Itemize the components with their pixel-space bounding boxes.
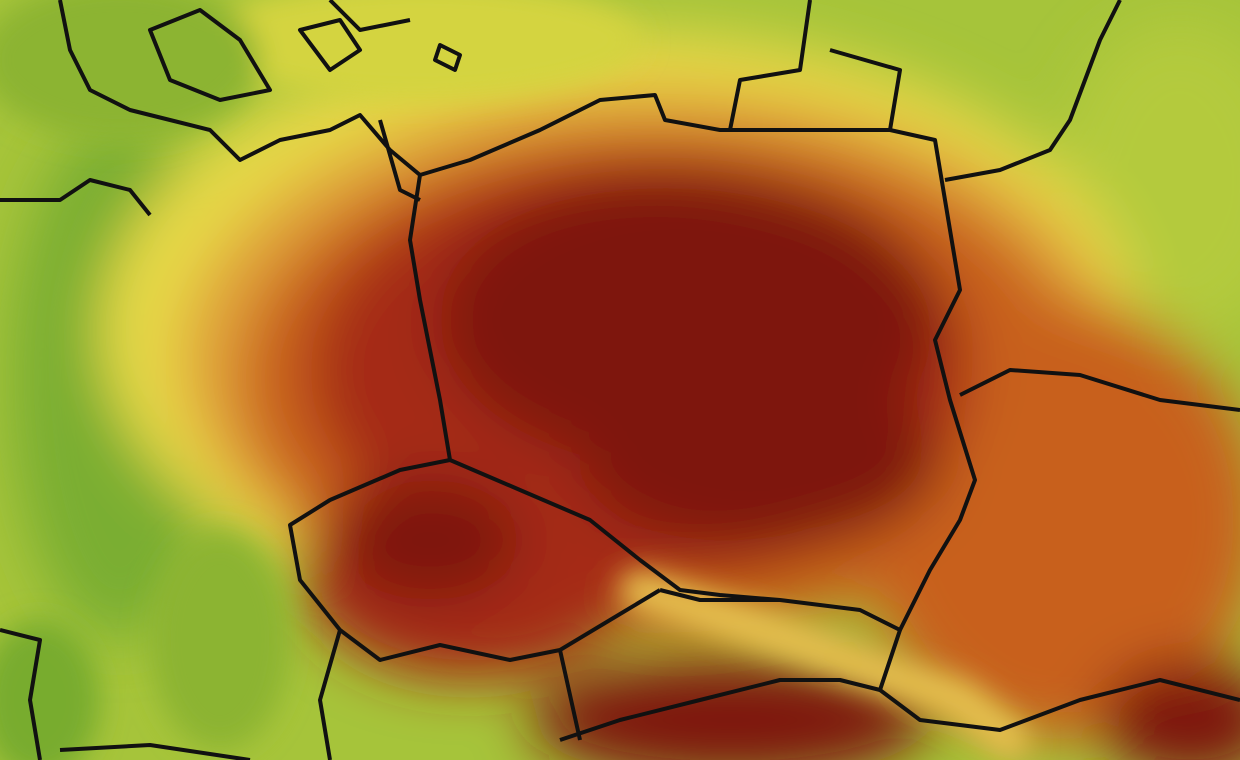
denmark-coast — [148, 0, 462, 102]
heat-layer — [10, 20, 1240, 760]
western-border — [0, 178, 152, 760]
czech-border — [288, 458, 662, 662]
baltic-borders — [728, 0, 1122, 182]
germany-coast — [58, 0, 422, 202]
cool-streaks — [0, 0, 1030, 760]
poland-border — [408, 93, 977, 632]
ukraine-border — [878, 368, 1240, 732]
southern-border — [59, 629, 342, 760]
